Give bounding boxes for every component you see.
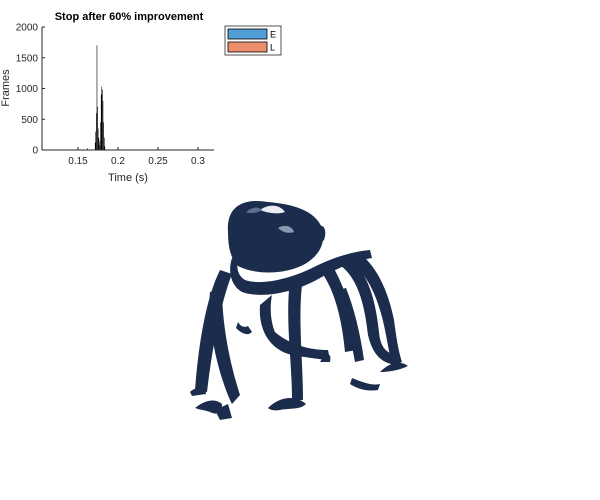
histogram-bar-l-8 bbox=[104, 146, 106, 150]
legend-swatch-e bbox=[227, 28, 268, 40]
x-axis-ticks: 0.15 0.2 0.25 0.3 bbox=[68, 147, 205, 167]
histogram-bar-e-8 bbox=[99, 145, 100, 150]
legend-label-l: L bbox=[270, 43, 275, 53]
octopus-3d-model bbox=[190, 200, 408, 420]
x-axis-label: Time (s) bbox=[108, 172, 148, 184]
histogram-bar-e-2 bbox=[95, 131, 97, 150]
x-tick-label: 0.25 bbox=[148, 156, 168, 167]
histogram-bar-e-1 bbox=[94, 142, 96, 150]
legend: E L bbox=[224, 25, 282, 56]
legend-swatch-l bbox=[227, 41, 268, 53]
histogram-bar-l-3 bbox=[101, 86, 103, 150]
histogram-bar-e-6 bbox=[97, 128, 99, 150]
histogram-bar-l-5 bbox=[102, 100, 104, 150]
histogram-bar-l-2 bbox=[100, 94, 102, 150]
legend-label-e: E bbox=[270, 30, 276, 40]
histogram-bars bbox=[87, 45, 106, 151]
histogram-bar-l-7 bbox=[103, 137, 105, 150]
x-tick-label: 0.3 bbox=[191, 156, 205, 167]
histogram-bar-e-7 bbox=[98, 137, 100, 150]
histogram-bar-e-4 bbox=[96, 45, 98, 151]
y-axis-ticks: 0 500 1000 1500 2000 bbox=[16, 23, 45, 157]
x-tick-label: 0.15 bbox=[68, 156, 88, 167]
histogram-bar-l-0 bbox=[99, 140, 101, 150]
y-tick-label: 1000 bbox=[16, 84, 39, 95]
y-tick-label: 2000 bbox=[16, 23, 39, 34]
y-tick-label: 0 bbox=[32, 146, 38, 157]
histogram-bar-e-5 bbox=[97, 106, 98, 150]
chart-title: Stop after 60% improvement bbox=[55, 11, 204, 23]
histogram-bar-e-3 bbox=[96, 113, 97, 150]
histogram-bar-e-0 bbox=[87, 148, 88, 150]
histogram-bar-l-1 bbox=[100, 122, 101, 150]
y-tick-label: 1500 bbox=[16, 53, 39, 64]
histogram-bar-l-4 bbox=[102, 89, 103, 150]
histogram-bar-l-6 bbox=[103, 122, 104, 150]
y-axis-label: Frames bbox=[0, 69, 12, 107]
y-tick-label: 500 bbox=[21, 115, 38, 126]
x-tick-label: 0.2 bbox=[111, 156, 125, 167]
histogram-chart: Stop after 60% improvement 0.15 0.2 0.25 0.… bbox=[0, 11, 214, 184]
